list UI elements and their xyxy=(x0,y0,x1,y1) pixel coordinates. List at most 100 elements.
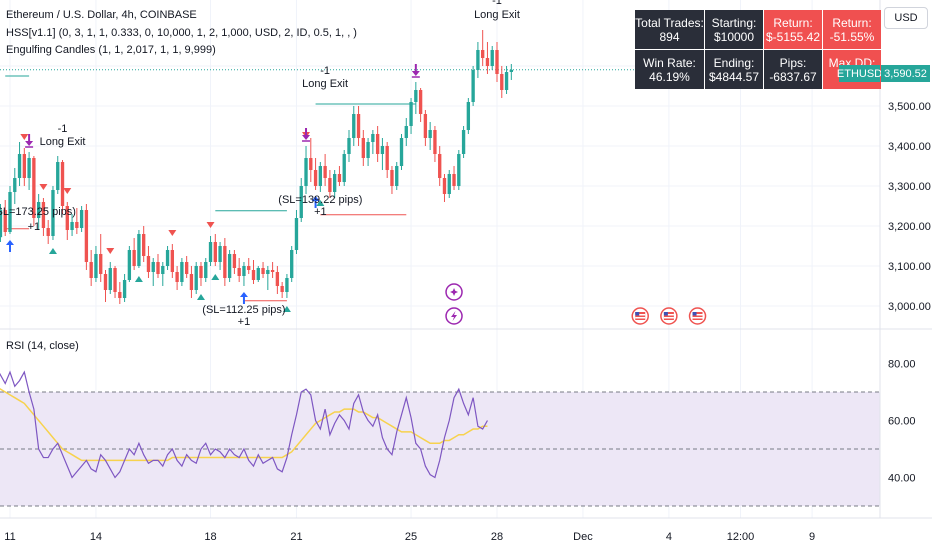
event-star-glyph xyxy=(450,288,459,296)
candles xyxy=(0,30,513,304)
flag-stripe-white xyxy=(635,317,646,319)
candle-up xyxy=(476,50,480,70)
candle-down xyxy=(84,210,89,262)
candle-up xyxy=(122,280,127,298)
bullish-engulfing-marker xyxy=(48,248,57,254)
candle-up xyxy=(404,126,408,138)
stat-return-abs: Return: $-5155.42 xyxy=(764,10,822,49)
candle-down xyxy=(232,254,237,268)
candle-up xyxy=(371,134,375,142)
stat-total-trades: Total Trades: 894 xyxy=(635,10,704,49)
rsi-legend[interactable]: RSI (14, close) xyxy=(6,340,79,352)
trade-annotation: +1 xyxy=(314,206,327,218)
events[interactable] xyxy=(445,283,707,325)
candle-up xyxy=(51,190,55,236)
candle-up xyxy=(27,158,31,178)
candle-down xyxy=(323,166,327,178)
trade-annotation: -1 xyxy=(492,0,502,7)
rsi-tick-label: 60.00 xyxy=(888,416,916,428)
time-tick-label: 12:00 xyxy=(727,531,755,543)
candle-down xyxy=(495,50,499,74)
candle-down xyxy=(418,90,423,114)
rsi-tick-label: 40.00 xyxy=(888,473,916,485)
candle-down xyxy=(337,174,342,182)
candle-down xyxy=(500,74,504,90)
candle-down xyxy=(361,138,365,158)
candle-up xyxy=(13,178,17,192)
candle-down xyxy=(280,286,284,292)
price-tick-label: 3,300.00 xyxy=(888,181,931,193)
bearish-engulfing-marker xyxy=(206,222,215,228)
time-tick-label: 28 xyxy=(491,531,503,543)
candle-up xyxy=(36,202,41,218)
trade-annotation: +1 xyxy=(28,221,41,233)
currency-button[interactable]: USD xyxy=(884,7,928,29)
bullish-engulfing-marker xyxy=(316,200,325,206)
candle-down xyxy=(275,272,280,286)
stat-return-pct: Return: -51.55% xyxy=(823,10,881,49)
candle-down xyxy=(189,274,194,290)
trade-annotation: (SL=173.25 pips) xyxy=(0,206,76,218)
trade-annotation: (SL=112.25 pips) xyxy=(202,304,285,316)
candle-down xyxy=(103,274,108,290)
candle-down xyxy=(156,262,160,274)
long-exit-arrow xyxy=(25,134,34,146)
candle-down xyxy=(184,262,189,274)
candle-down xyxy=(132,250,136,266)
candle-up xyxy=(17,154,22,178)
flag-stripe-white xyxy=(663,314,674,316)
candle-up xyxy=(161,266,165,274)
candle-up xyxy=(471,70,475,102)
candle-down xyxy=(223,246,227,278)
candle-up xyxy=(304,158,308,186)
candle-up xyxy=(108,268,112,290)
legend-indicator-hss[interactable]: HSS[v1.1] (0, 3, 1, 1, 0.333, 0, 10,000,… xyxy=(6,27,357,39)
flag-canton xyxy=(663,312,668,316)
legend-symbol[interactable]: Ethereum / U.S. Dollar, 4h, COINBASE xyxy=(6,9,197,21)
candle-up xyxy=(285,278,289,292)
bearish-engulfing-marker xyxy=(20,134,29,140)
bullish-engulfing-marker xyxy=(196,294,205,300)
candle-down xyxy=(199,266,203,278)
bullish-engulfing-marker xyxy=(134,276,143,282)
flag-stripe-white xyxy=(635,314,646,316)
candle-up xyxy=(318,166,323,186)
candle-down xyxy=(481,50,485,58)
trade-annotation: +1 xyxy=(238,316,251,328)
time-tick-label: 18 xyxy=(204,531,216,543)
symbol-price-tag: ETHUSD xyxy=(837,65,882,82)
trade-annotation: Long Exit xyxy=(302,78,348,90)
time-tick-label: 25 xyxy=(405,531,417,543)
candle-up xyxy=(509,69,513,72)
candle-up xyxy=(380,146,385,154)
candle-up xyxy=(399,138,404,166)
candle-down xyxy=(270,270,275,272)
candle-up xyxy=(194,266,198,290)
candle-down xyxy=(75,222,79,228)
rsi-pane: 40.00 60.00 80.00 xyxy=(0,359,916,507)
candle-up xyxy=(409,102,413,126)
candle-up xyxy=(299,186,303,218)
price-tick-label: 3,400.00 xyxy=(888,141,931,153)
candle-up xyxy=(395,166,399,186)
candle-up xyxy=(218,246,222,262)
trade-annotation: -1 xyxy=(320,65,330,77)
trade-annotation: Long Exit xyxy=(40,136,86,148)
candle-down xyxy=(60,162,65,206)
price-tick-label: 3,200.00 xyxy=(888,221,931,233)
legend-indicator-engulfing[interactable]: Engulfing Candles (1, 1, 2,017, 1, 1, 9,… xyxy=(6,44,216,56)
candle-down xyxy=(113,268,117,292)
candle-up xyxy=(256,268,260,280)
trade-annotation: -1 xyxy=(58,123,68,135)
candle-up xyxy=(428,130,432,138)
trade-annotation: Long Exit xyxy=(474,9,520,21)
long-exit-arrow xyxy=(411,64,420,76)
flag-stripe-white xyxy=(692,317,703,319)
stat-ending: Ending: $4844.57 xyxy=(705,50,763,89)
candle-up xyxy=(332,174,337,192)
candle-up xyxy=(165,250,170,266)
candle-down xyxy=(46,228,50,236)
flag-stripe-white xyxy=(692,314,703,316)
